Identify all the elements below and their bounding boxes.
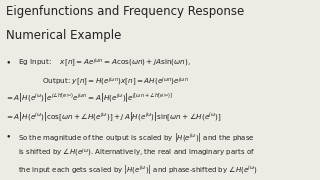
Text: Numerical Example: Numerical Example xyxy=(6,29,122,42)
Text: is shifted by $\angle H(e^{j\omega})$. Alternatively, the real and imaginary par: is shifted by $\angle H(e^{j\omega})$. A… xyxy=(18,147,254,159)
Text: $= A\left|H(e^{j\omega})\right|\cos[\omega n + \angle H(e^{j\omega})] + j\,A\lef: $= A\left|H(e^{j\omega})\right|\cos[\ome… xyxy=(5,110,221,123)
Text: Eg Input:    $x[n] = Ae^{j\omega n} = A\cos(\omega n) + jA\sin(\omega n),$: Eg Input: $x[n] = Ae^{j\omega n} = A\cos… xyxy=(18,57,190,69)
Text: $\bullet$: $\bullet$ xyxy=(5,131,11,140)
Text: So the magnitude of the output is scaled by $\left|H(e^{j\omega})\right|$ and th: So the magnitude of the output is scaled… xyxy=(18,130,254,143)
Text: Eigenfunctions and Frequency Response: Eigenfunctions and Frequency Response xyxy=(6,5,245,18)
Text: the input each gets scaled by $\left|H(e^{j\omega})\right|$ and phase-shifted by: the input each gets scaled by $\left|H(e… xyxy=(18,163,257,176)
Text: $= A\left|H(e^{j\omega})\right|e^{j\angle H(e^{j\omega})}e^{j\omega n} = A\left|: $= A\left|H(e^{j\omega})\right|e^{j\angl… xyxy=(5,92,173,106)
Text: Output: $y[n] = H(e^{j\omega n})x[n] = AH(e^{j\omega n})e^{j\omega n}$: Output: $y[n] = H(e^{j\omega n})x[n] = A… xyxy=(42,75,188,87)
Text: $\bullet$: $\bullet$ xyxy=(5,58,11,67)
